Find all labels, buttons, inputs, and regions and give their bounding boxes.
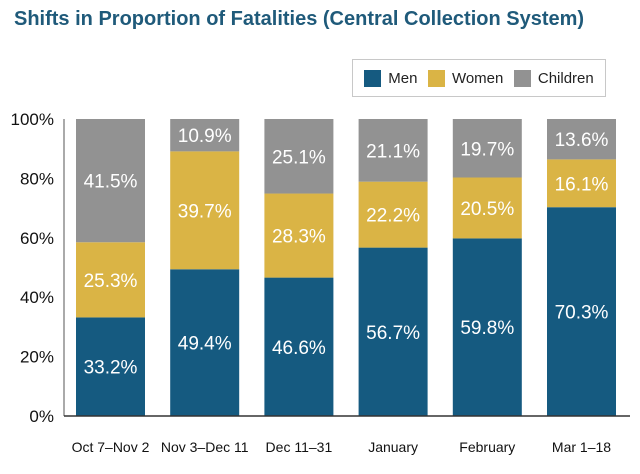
data-label-children: 21.1% <box>366 141 420 162</box>
y-tick-label: 80% <box>20 169 54 188</box>
data-label-women: 28.3% <box>272 227 326 248</box>
chart-title: Shifts in Proportion of Fatalities (Cent… <box>14 8 585 30</box>
bar-segment-men <box>358 247 428 416</box>
x-tick-label: February <box>459 439 515 455</box>
bar-segment-women <box>76 242 145 318</box>
legend-label-men: Men <box>388 69 418 87</box>
data-label-women: 22.2% <box>366 206 420 227</box>
data-label-women: 39.7% <box>178 201 232 222</box>
bar-segment-children <box>547 119 616 160</box>
x-tick-label: Nov 3–Dec 11 <box>161 439 249 455</box>
data-label-children: 19.7% <box>460 139 514 160</box>
data-label-children: 41.5% <box>84 172 138 193</box>
legend-swatch-children <box>513 69 531 87</box>
data-label-men: 70.3% <box>555 303 609 324</box>
y-tick-label: 60% <box>20 229 54 248</box>
bar-segment-men <box>547 207 616 416</box>
x-tick-label: Dec 11–31 <box>266 439 333 455</box>
legend-item-women: Women <box>427 69 504 87</box>
bar-segment-women <box>170 151 240 270</box>
legend-label-children: Children <box>537 69 594 87</box>
legend-swatch-men <box>364 69 382 87</box>
data-label-men: 46.6% <box>272 338 326 359</box>
data-label-women: 16.1% <box>555 174 609 195</box>
data-label-women: 20.5% <box>460 199 514 220</box>
y-tick-label: 20% <box>20 348 54 367</box>
bar-segment-men <box>452 238 522 416</box>
bar-segment-men <box>170 269 240 416</box>
bar-segment-children <box>170 119 240 152</box>
data-label-men: 56.7% <box>366 323 420 344</box>
legend: Men Women Children <box>352 59 606 97</box>
x-tick-label: Mar 1–18 <box>552 439 611 455</box>
data-label-children: 10.9% <box>178 126 232 147</box>
data-label-men: 59.8% <box>460 318 514 339</box>
y-tick-label: 0% <box>29 407 54 426</box>
data-label-men: 33.2% <box>84 358 138 379</box>
legend-swatch-women <box>427 69 445 87</box>
bar-segment-men <box>264 277 334 416</box>
y-tick-label: 40% <box>20 288 54 307</box>
bar-segment-women <box>547 159 616 208</box>
data-label-children: 13.6% <box>555 130 609 151</box>
data-label-men: 49.4% <box>178 334 232 355</box>
data-label-women: 25.3% <box>84 271 138 292</box>
bar-segment-children <box>452 119 522 178</box>
y-tick-label: 100% <box>11 110 54 129</box>
bar-segment-children <box>264 119 334 194</box>
x-tick-label: Oct 7–Nov 2 <box>72 439 150 455</box>
legend-label-women: Women <box>451 69 504 87</box>
legend-item-men: Men <box>364 69 418 87</box>
bar-segment-women <box>264 193 334 278</box>
bar-segment-women <box>358 181 428 248</box>
bar-segment-women <box>452 177 522 239</box>
bar-segment-men <box>76 317 145 416</box>
bar-segment-children <box>76 119 145 243</box>
x-tick-label: January <box>368 439 418 455</box>
bar-segment-children <box>358 119 428 182</box>
data-label-children: 25.1% <box>272 147 326 168</box>
legend-item-children: Children <box>513 69 594 87</box>
